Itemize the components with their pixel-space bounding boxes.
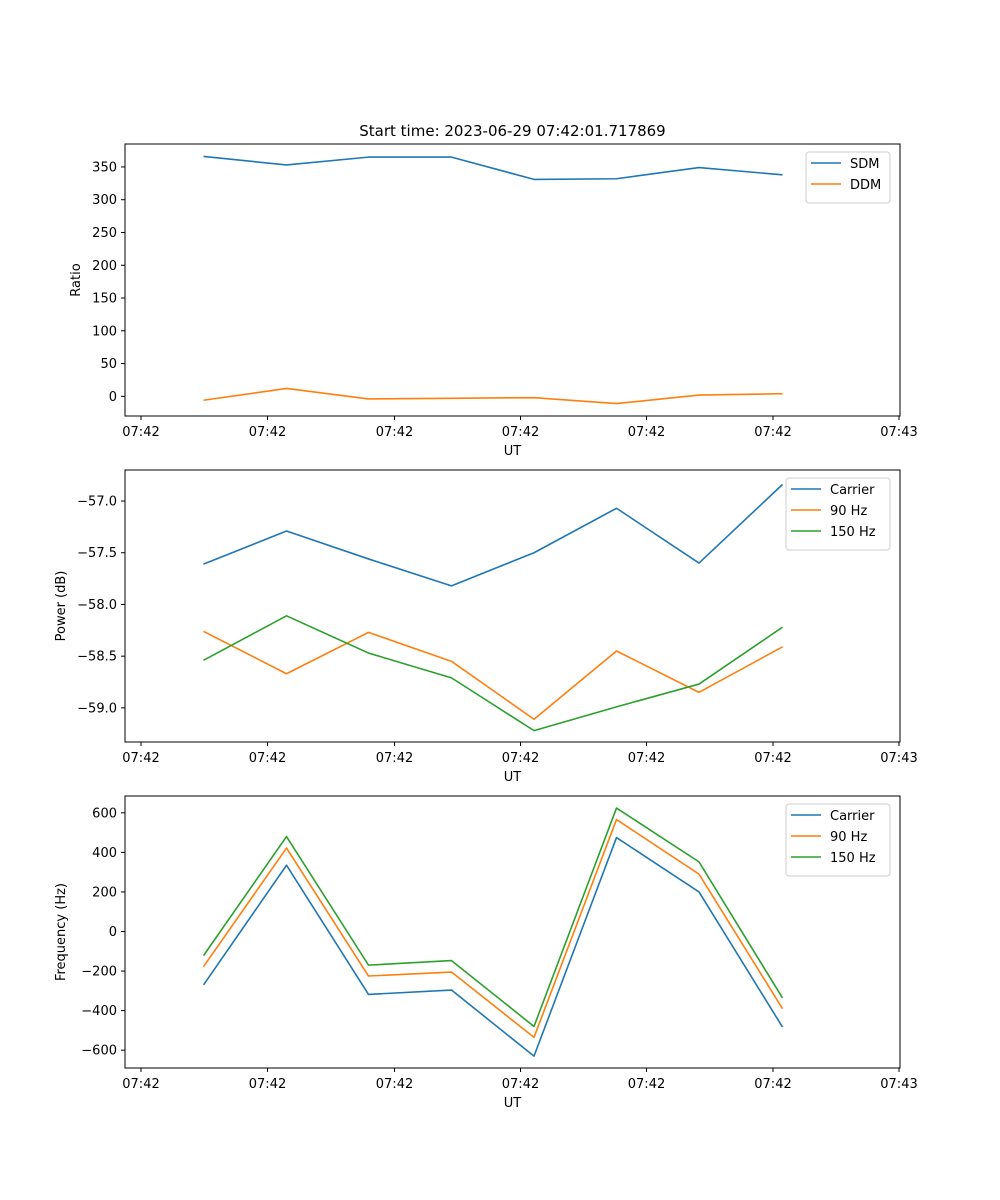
x-tick-label: 07:42 bbox=[502, 1077, 539, 1092]
subplot-2: −59.0 −58.5 −58.0 −57.5 −57.0 07:42 07:42 07:42… bbox=[54, 469, 918, 785]
series-line-150-hz bbox=[202, 807, 784, 1028]
y-tick-label: 600 bbox=[92, 806, 117, 821]
series-line-90-hz bbox=[202, 818, 784, 1039]
x-tick-label: 07:42 bbox=[628, 425, 665, 440]
x-tick-label: 07:42 bbox=[249, 1077, 286, 1092]
legend-label: 150 Hz bbox=[830, 851, 876, 866]
y-tick-label: −58.0 bbox=[77, 598, 117, 613]
y-tick-label: 200 bbox=[92, 259, 117, 274]
legend-box bbox=[785, 803, 891, 877]
y-tick-label: 100 bbox=[92, 324, 117, 339]
series-line-ddm bbox=[203, 387, 783, 405]
subplot-1: 0 50 100 150 200 250 300 350 07:42 07:42 07:42 07:4… bbox=[69, 143, 918, 459]
legend: Carrier 90 Hz 150 Hz bbox=[785, 477, 891, 551]
y-axis-label: Power (dB) bbox=[54, 571, 69, 642]
legend-label: 150 Hz bbox=[830, 525, 876, 540]
y-tick-label: 200 bbox=[92, 885, 117, 900]
x-tick-label: 07:42 bbox=[628, 751, 665, 766]
x-tick-label: 07:42 bbox=[754, 1077, 791, 1092]
y-tick-label: 0 bbox=[109, 925, 117, 940]
legend: Carrier 90 Hz 150 Hz bbox=[785, 803, 891, 877]
figure-title: Start time: 2023-06-29 07:42:01.717869 bbox=[359, 122, 665, 140]
legend-box bbox=[785, 477, 891, 551]
legend-box bbox=[805, 151, 891, 204]
y-tick-label: −58.5 bbox=[77, 650, 117, 665]
x-tick-label: 07:43 bbox=[880, 1077, 917, 1092]
y-tick-label: 150 bbox=[92, 292, 117, 307]
y-tick-label: 50 bbox=[100, 357, 117, 372]
y-axis-label: Frequency (Hz) bbox=[54, 883, 69, 981]
x-tick-label: 07:42 bbox=[122, 751, 159, 766]
legend-label: Carrier bbox=[830, 483, 875, 498]
x-axis-label: UT bbox=[504, 1096, 522, 1111]
x-tick-label: 07:42 bbox=[376, 751, 413, 766]
x-tick-label: 07:42 bbox=[754, 751, 791, 766]
legend-label: 90 Hz bbox=[830, 504, 867, 519]
y-tick-label: 0 bbox=[109, 390, 117, 405]
x-tick-label: 07:42 bbox=[502, 425, 539, 440]
x-tick-label: 07:42 bbox=[122, 425, 159, 440]
x-tick-label: 07:42 bbox=[122, 1077, 159, 1092]
y-tick-label: 300 bbox=[92, 193, 117, 208]
series-line-carrier bbox=[203, 483, 784, 587]
subplot-3: −600 −400 −200 0 200 400 600 07:42 07:42 07:42 07:… bbox=[54, 795, 918, 1111]
y-tick-label: 250 bbox=[92, 226, 117, 241]
series-line-carrier bbox=[202, 836, 784, 1057]
x-tick-label: 07:42 bbox=[376, 425, 413, 440]
x-axis-label: UT bbox=[504, 444, 522, 459]
x-axis-label: UT bbox=[504, 770, 522, 785]
axes-frame bbox=[124, 469, 901, 743]
legend-label: SDM bbox=[850, 157, 879, 172]
x-tick-label: 07:42 bbox=[502, 751, 539, 766]
series-line-90-hz bbox=[203, 630, 783, 721]
y-axis-label: Ratio bbox=[69, 263, 84, 296]
legend-label: Carrier bbox=[830, 809, 875, 824]
legend: SDM DDM bbox=[805, 151, 891, 204]
y-tick-label: −57.0 bbox=[77, 495, 117, 510]
axes-frame bbox=[124, 143, 901, 417]
y-tick-label: −600 bbox=[81, 1044, 117, 1059]
x-tick-label: 07:42 bbox=[249, 751, 286, 766]
x-tick-label: 07:42 bbox=[628, 1077, 665, 1092]
y-tick-label: 400 bbox=[92, 846, 117, 861]
x-tick-label: 07:42 bbox=[376, 1077, 413, 1092]
subplots: 0 50 100 150 200 250 300 350 07:42 07:42 07:42 07:4… bbox=[54, 143, 918, 1111]
y-tick-label: −200 bbox=[81, 965, 117, 980]
x-tick-label: 07:43 bbox=[880, 751, 917, 766]
x-tick-label: 07:42 bbox=[754, 425, 791, 440]
series-line-sdm bbox=[203, 155, 783, 181]
x-tick-label: 07:42 bbox=[249, 425, 286, 440]
x-tick-label: 07:43 bbox=[880, 425, 917, 440]
y-tick-label: −400 bbox=[81, 1004, 117, 1019]
y-tick-label: −57.5 bbox=[77, 546, 117, 561]
y-tick-label: −59.0 bbox=[77, 701, 117, 716]
series-line-150-hz bbox=[203, 615, 783, 732]
legend-label: 90 Hz bbox=[830, 830, 867, 845]
legend-label: DDM bbox=[850, 178, 881, 193]
y-tick-label: 350 bbox=[92, 160, 117, 175]
